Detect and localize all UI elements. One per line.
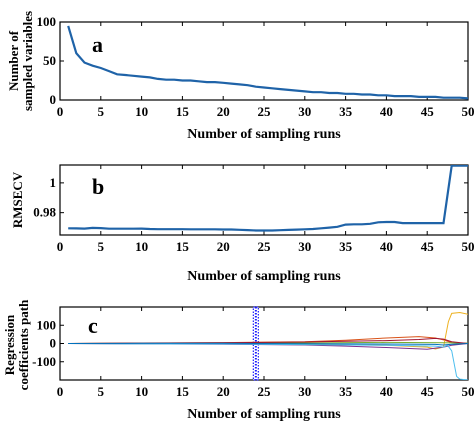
panel-a-ylabel-line2: sampled variables xyxy=(20,11,35,111)
x-tick-label: 35 xyxy=(339,384,353,399)
x-tick-label: 20 xyxy=(217,104,230,119)
panel-b-ylabel: RMSECV xyxy=(10,171,25,228)
y-tick-label: 100 xyxy=(37,317,57,332)
x-tick-label: 20 xyxy=(217,384,230,399)
panel-c-ylabel-line2: coefficients path xyxy=(16,299,31,390)
y-tick-label: 100 xyxy=(37,14,57,29)
series-line-6 xyxy=(68,342,468,346)
panel-a-x-ticks: 0 5 10 15 20 25 30 35 40 45 50 xyxy=(57,22,474,119)
x-tick-label: 30 xyxy=(298,239,311,254)
series-line-0 xyxy=(68,165,468,232)
x-tick-label: 45 xyxy=(421,239,435,254)
x-tick-label: 15 xyxy=(176,384,190,399)
y-tick-label: 0 xyxy=(50,92,57,107)
y-tick-label: 50 xyxy=(43,53,56,68)
panel-a-letter: a xyxy=(92,32,103,57)
series-line-0 xyxy=(67,25,468,100)
x-tick-label: 10 xyxy=(135,384,148,399)
series-line-4 xyxy=(68,343,468,380)
x-tick-label: 45 xyxy=(421,384,435,399)
panel-c-ylabel-line1: Regression xyxy=(2,314,17,375)
panel-b: 0.98 1 0 5 10 15 20 25 30 35 40 45 50 b Number of s… xyxy=(10,164,474,284)
x-tick-label: 0 xyxy=(57,239,64,254)
panel-a-series xyxy=(67,25,468,100)
x-tick-label: 10 xyxy=(135,239,148,254)
panel-b-series xyxy=(68,165,468,232)
panel-b-frame xyxy=(59,164,469,236)
y-tick-label: 0 xyxy=(50,336,57,351)
y-tick-label: 1 xyxy=(50,175,57,190)
y-tick-label: 0.98 xyxy=(33,205,56,220)
x-tick-label: 5 xyxy=(98,384,105,399)
x-tick-label: 50 xyxy=(462,104,474,119)
panel-b-y-ticks: 0.98 1 xyxy=(33,175,468,220)
x-tick-label: 0 xyxy=(57,384,64,399)
panel-a-xlabel: Number of sampling runs xyxy=(187,127,341,142)
panel-b-x-ticks: 0 5 10 15 20 25 30 35 40 45 50 xyxy=(57,165,474,254)
panel-c-y-ticks: -100 0 100 xyxy=(32,317,468,369)
panel-c-x-ticks: 0 5 10 15 20 25 30 35 40 45 50 xyxy=(57,307,474,399)
panel-a: 0 50 100 0 5 10 15 20 25 30 35 40 45 50 a Number of … xyxy=(6,11,474,142)
x-tick-label: 40 xyxy=(380,239,393,254)
panel-c-letter: c xyxy=(88,313,98,338)
panel-c-series xyxy=(68,311,468,380)
x-tick-label: 35 xyxy=(339,104,353,119)
x-tick-label: 45 xyxy=(421,104,435,119)
x-tick-label: 15 xyxy=(176,104,190,119)
x-tick-label: 30 xyxy=(298,384,311,399)
x-tick-label: 5 xyxy=(98,104,105,119)
y-tick-label: -100 xyxy=(32,354,56,369)
x-tick-label: 20 xyxy=(217,239,230,254)
x-tick-label: 40 xyxy=(380,384,393,399)
x-tick-label: 25 xyxy=(258,239,272,254)
panel-a-y-ticks: 0 50 100 xyxy=(37,14,468,107)
x-tick-label: 15 xyxy=(176,239,190,254)
x-tick-label: 10 xyxy=(135,104,148,119)
x-tick-label: 40 xyxy=(380,104,393,119)
x-tick-label: 25 xyxy=(258,104,272,119)
x-tick-label: 35 xyxy=(339,239,353,254)
panel-b-xlabel: Number of sampling runs xyxy=(187,269,341,284)
x-tick-label: 30 xyxy=(298,104,311,119)
x-tick-label: 25 xyxy=(258,384,272,399)
x-tick-label: 50 xyxy=(462,239,474,254)
panel-a-ylabel-line1: Number of xyxy=(6,30,21,91)
panel-b-letter: b xyxy=(92,174,104,199)
x-tick-label: 5 xyxy=(98,239,105,254)
x-tick-label: 50 xyxy=(462,384,474,399)
x-tick-label: 0 xyxy=(57,104,64,119)
panel-c-xlabel: Number of sampling runs xyxy=(187,407,341,422)
